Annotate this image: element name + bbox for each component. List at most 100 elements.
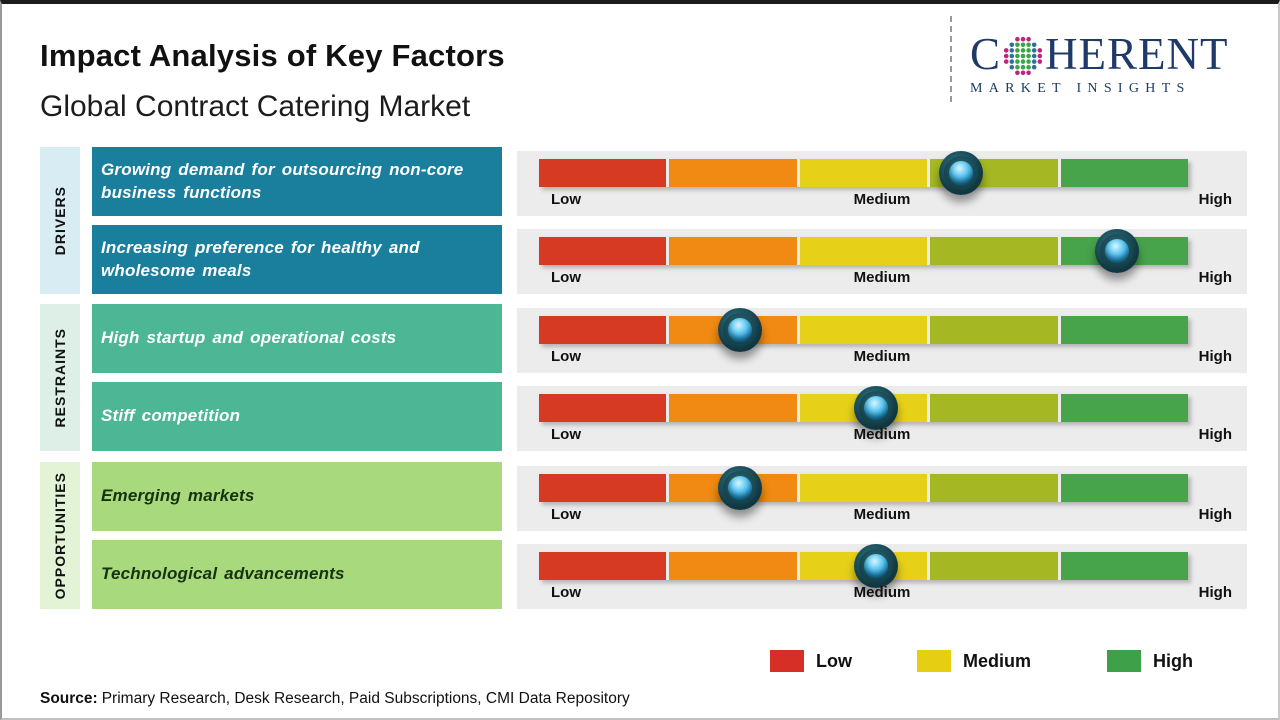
scale-segment-olive [930, 474, 1058, 502]
factor-box: Increasing preference for healthy and wh… [92, 225, 502, 294]
logo-divider [950, 16, 952, 102]
factor-label: Growing demand for outsourcing non-core … [101, 159, 464, 202]
scale-segment-green [1060, 394, 1189, 422]
impact-scale: Low Medium High [517, 466, 1247, 531]
legend-label-high: High [1153, 650, 1193, 671]
impact-scale: Low Medium High [517, 151, 1247, 216]
factor-box: High startup and operational costs [92, 304, 502, 373]
impact-scale: Low Medium High [517, 544, 1247, 609]
scale-segment-yellow [799, 159, 928, 187]
tick-high: High [1198, 584, 1232, 601]
impact-marker [718, 308, 763, 352]
tick-high: High [1198, 269, 1232, 286]
scale-segment-red [539, 159, 667, 187]
legend-swatch-medium [917, 650, 951, 672]
scale-segment-olive [930, 394, 1058, 422]
tick-high: High [1198, 506, 1232, 523]
tick-high: High [1198, 348, 1232, 365]
scale-segment-green [1060, 316, 1189, 344]
scale-segment-yellow [799, 474, 928, 502]
factor-row: Stiff competition Low Medium High [2, 382, 1278, 451]
logo-letters-rest: HERENT [1045, 29, 1229, 79]
tick-high: High [1198, 191, 1232, 208]
scale-segment-olive [930, 552, 1058, 580]
impact-scale-bar [539, 316, 1189, 344]
scale-segment-red [539, 237, 667, 265]
impact-scale: Low Medium High [517, 386, 1247, 451]
impact-scale: Low Medium High [517, 229, 1247, 294]
scale-segment-orange [669, 552, 797, 580]
tick-low: Low [551, 426, 581, 443]
legend-item-high: High [1107, 649, 1193, 673]
scale-segment-olive [930, 237, 1058, 265]
legend-swatch-low [770, 650, 804, 672]
coherent-market-insights-logo: C HERENT MARKET INSIGHTS [970, 32, 1266, 97]
source-text: Primary Research, Desk Research, Paid Su… [101, 690, 630, 707]
legend-item-low: Low [770, 649, 852, 673]
tick-low: Low [551, 506, 581, 523]
scale-segment-orange [669, 159, 797, 187]
tick-low: Low [551, 584, 581, 601]
tick-low: Low [551, 269, 581, 286]
tick-high: High [1198, 426, 1232, 443]
tick-medium: Medium [853, 426, 911, 443]
factor-label: Stiff competition [101, 406, 241, 426]
legend-swatch-high [1107, 650, 1141, 672]
tick-medium: Medium [853, 269, 911, 286]
factor-label: High startup and operational costs [101, 328, 397, 348]
factor-label: Emerging markets [101, 486, 255, 506]
tick-low: Low [551, 191, 581, 208]
scale-segment-yellow [799, 316, 928, 344]
impact-scale: Low Medium High [517, 308, 1247, 373]
legend-label-medium: Medium [963, 650, 1032, 671]
legend-label-low: Low [816, 650, 852, 671]
factor-row: Emerging markets Low Medium High [2, 462, 1278, 531]
scale-segment-olive [930, 316, 1058, 344]
source-prefix: Source: [40, 690, 98, 707]
category-strip-drivers: DRIVERS [40, 147, 80, 294]
tick-medium: Medium [853, 506, 911, 523]
logo-wordmark: C HERENT [970, 32, 1266, 77]
scale-segment-red [539, 474, 667, 502]
dotted-globe-icon [1003, 36, 1043, 75]
scale-segment-orange [669, 394, 797, 422]
tick-medium: Medium [853, 584, 911, 601]
impact-marker [1094, 229, 1139, 273]
tick-low: Low [551, 348, 581, 365]
impact-marker [938, 151, 983, 195]
logo-tagline: MARKET INSIGHTS [970, 81, 1191, 96]
legend-item-medium: Medium [917, 649, 1031, 673]
scale-segment-red [539, 316, 667, 344]
category-strip-opportunities: OPPORTUNITIES [40, 462, 80, 609]
factor-box: Emerging markets [92, 462, 502, 531]
factor-box: Technological advancements [92, 540, 502, 609]
factor-row: Growing demand for outsourcing non-core … [2, 147, 1278, 216]
factor-label: Increasing preference for healthy and wh… [101, 237, 420, 280]
category-strip-restraints: RESTRAINTS [40, 304, 80, 451]
impact-scale-bar [539, 474, 1189, 502]
scale-segment-green [1060, 474, 1189, 502]
scale-segment-green [1060, 159, 1189, 187]
factor-row: Increasing preference for healthy and wh… [2, 225, 1278, 294]
tick-medium: Medium [853, 348, 911, 365]
tick-medium: Medium [853, 191, 911, 208]
scale-segment-green [1060, 552, 1189, 580]
scale-segment-orange [669, 237, 797, 265]
source-line: Source: Primary Research, Desk Research, … [40, 690, 630, 708]
page-subtitle: Global Contract Catering Market [40, 90, 471, 123]
impact-marker [718, 466, 763, 510]
factor-row: Technological advancements Low Medium Hi… [2, 540, 1278, 609]
scale-segment-red [539, 552, 667, 580]
impact-marker [854, 386, 899, 430]
impact-marker [854, 544, 899, 588]
factor-label: Technological advancements [101, 564, 345, 584]
scale-segment-yellow [799, 237, 928, 265]
factor-box: Stiff competition [92, 382, 502, 451]
factor-row: High startup and operational costs Low M… [2, 304, 1278, 373]
impact-scale-bar [539, 237, 1189, 265]
impact-scale-bar [539, 159, 1189, 187]
factor-box: Growing demand for outsourcing non-core … [92, 147, 502, 216]
page-title: Impact Analysis of Key Factors [40, 38, 505, 73]
logo-letter-c: C [970, 29, 1002, 79]
